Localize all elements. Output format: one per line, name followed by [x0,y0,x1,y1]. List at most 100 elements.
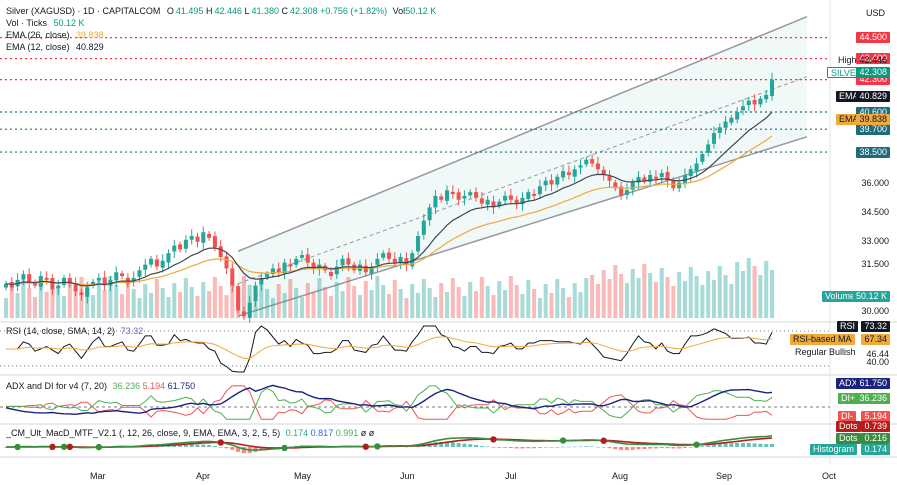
macd-histogram-bar [624,447,629,451]
rsi-legend[interactable]: RSI (14, close, SMA, 14, 2) 73.32 [6,326,143,336]
candle-body [601,169,606,175]
candle-body [514,199,519,204]
macd-histogram-bar [236,447,241,452]
level-label: 43.400 [856,53,890,65]
currency-label[interactable]: USD [865,8,885,18]
candle-body [178,244,183,250]
macd-cross-dot [693,441,700,448]
ema2-name: EMA [836,114,862,125]
volume-bar [444,292,450,318]
candle-body [189,235,194,240]
volume-bar [508,276,513,318]
ema-name: EMA [836,91,862,102]
volume-bar [154,279,159,318]
rsi-title: RSI (14, close, SMA, 14, 2) [6,326,116,336]
ema26-line [5,135,773,286]
volume-bar [665,277,670,318]
macd-histogram-bar [584,446,589,447]
change-value: +0.756 (+1.82%) [320,6,388,16]
macd-legend[interactable]: _CM_Ult_MacD_MTF_V2.1 (, 12, 26, close, … [6,428,374,438]
volume-bar [740,271,746,318]
volume-bar [729,284,734,318]
ema12-value: 40.829 [76,42,104,52]
macd-histogram-bar [497,447,502,448]
high-name: High [838,55,857,65]
volume-bar [230,281,235,318]
volume-bar [746,258,751,318]
volume-bar [50,278,55,318]
macd-v1: 0.174 [285,428,309,438]
regular-bullish-label: Regular Bullish [795,347,856,357]
rsi-pane [0,325,830,373]
macd-cross-dot [49,443,56,451]
volume-bar [706,271,711,318]
candle-body [717,127,722,133]
candle-body [253,285,258,302]
macd-v3: 0.991 [335,428,359,438]
candle-body [218,246,223,257]
time-tick: Jun [400,471,415,481]
volume-bar [769,270,775,318]
candle-body [294,258,299,265]
macd-histogram-bar [288,446,293,448]
open-value: 41.495 [175,6,204,16]
volume-bar [566,297,571,318]
macd-pane [3,435,775,454]
volume-bar [294,288,299,318]
candle-body [137,270,142,277]
rsi-ma-name: RSI-based MA [790,334,855,345]
symbol-legend[interactable]: Silver (XAGUSD) · 1D · CAPITALCOM O 41.49… [6,6,436,16]
macd-histogram-bar [456,442,461,447]
volume-bar [369,290,374,318]
candle-body [427,207,432,221]
vol-ticks-legend[interactable]: Vol · Ticks 50.12 K [6,18,85,28]
candle-body [537,186,542,195]
candle-body [433,195,438,208]
candle-body [735,112,740,120]
high-axis-value: 42.446 [859,55,887,65]
candle-body [172,245,177,252]
candle-body [462,195,467,199]
volume-bar [137,298,142,318]
macd-histogram-bar [468,444,473,447]
candle-body [694,163,699,171]
candle-body [636,176,641,183]
volume-bar [584,278,589,318]
volume-bar [474,291,479,318]
volume-bar [630,269,635,318]
volume-bar [323,287,328,318]
macd-histogram-bar [514,447,519,449]
channel-mid [237,76,807,285]
candle-body [340,258,345,266]
candle-body [334,266,339,275]
ema26-legend[interactable]: EMA (26, close) 39.838 [6,30,104,40]
adx-legend[interactable]: ADX and DI for v4 (7, 20) 36.236 5.194 6… [6,381,195,391]
macd-histogram-bar [520,447,525,449]
macd-histogram-bar [230,447,235,450]
candle-body [114,272,119,281]
macd-histogram-bar [601,447,606,448]
volume-bar [143,284,148,318]
volume-bar [357,295,363,318]
ema12-legend[interactable]: EMA (12, close) 40.829 [6,42,104,52]
macd-histogram-bar [508,447,513,449]
adx-title: ADX and DI for v4 (7, 20) [6,381,108,391]
volume-bar [21,279,26,318]
low-label: L [244,6,250,16]
macd-cross-dot [14,443,21,451]
candle-body [120,273,125,277]
volume-bar [311,292,316,318]
candle-body [584,159,589,165]
macd-histogram-bar [636,447,641,450]
macd-histogram-bar [688,447,693,448]
candle-body [398,256,403,264]
volume-bar [32,297,38,318]
ema12-line [5,111,773,287]
candle-body [50,278,55,290]
volume-bar [299,297,304,318]
candle-body [149,258,154,265]
volume-bar [758,275,763,318]
volume-bar [56,287,61,318]
volume-name: Volume [822,291,859,302]
